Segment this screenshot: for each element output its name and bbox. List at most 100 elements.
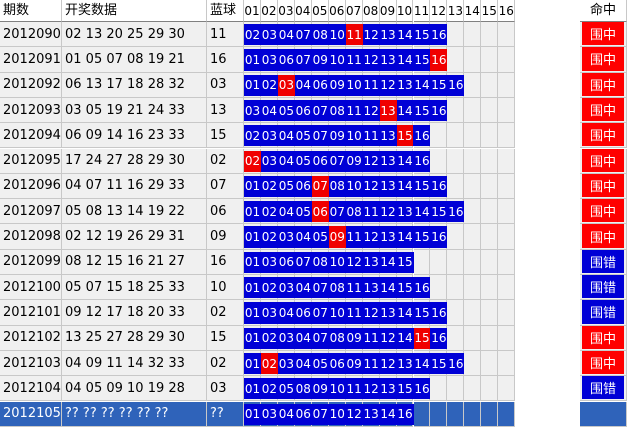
result-cell[interactable]: 围中: [580, 199, 627, 225]
pick-number[interactable]: 14: [397, 331, 413, 346]
pick-number[interactable]: 06: [329, 356, 345, 371]
header-col-16[interactable]: 16: [498, 0, 516, 22]
pick-number[interactable]: 13: [380, 381, 396, 396]
pick-number[interactable]: 15: [414, 52, 430, 67]
pick-number[interactable]: 10: [329, 27, 345, 42]
pick-number[interactable]: 04: [278, 27, 294, 42]
pick-number[interactable]: 01: [244, 52, 261, 67]
pick-number[interactable]: 03: [261, 154, 278, 169]
pick-number[interactable]: 11: [346, 381, 362, 396]
pick-number[interactable]: 13: [363, 407, 379, 422]
pick-number[interactable]: 03: [261, 52, 278, 67]
pick-number[interactable]: 12: [380, 331, 396, 346]
pick-number[interactable]: 12: [363, 381, 379, 396]
pick-number[interactable]: 09: [312, 52, 328, 67]
pick-number[interactable]: 01: [244, 230, 261, 245]
pick-number[interactable]: 14: [397, 103, 413, 118]
period-cell[interactable]: 2012103: [0, 350, 62, 377]
numbers-cell[interactable]: 04 05 09 10 19 28: [62, 376, 207, 402]
numbers-cell[interactable]: 03 05 19 21 24 33: [62, 97, 207, 124]
pick-number[interactable]: 10: [346, 128, 362, 143]
pick-number[interactable]: 04: [295, 331, 311, 346]
pick-number[interactable]: 02: [244, 27, 261, 42]
pick-number[interactable]: 13: [397, 356, 413, 371]
pick-number[interactable]: 16: [414, 280, 430, 295]
pick-number[interactable]: 16: [431, 305, 447, 320]
pick-number[interactable]: 15: [414, 27, 430, 42]
pick-number[interactable]: 11: [363, 78, 379, 93]
pick-number[interactable]: 08: [295, 381, 311, 396]
pick-number[interactable]: 01: [244, 356, 261, 371]
pick-number[interactable]: 15: [414, 230, 430, 245]
blue-cell[interactable]: ??: [207, 401, 244, 427]
pick-number[interactable]: 02: [261, 230, 278, 245]
pick-number[interactable]: 13: [380, 154, 396, 169]
pick-number[interactable]: 03: [278, 356, 294, 371]
pick-number[interactable]: 05: [278, 179, 294, 194]
pick-number[interactable]: 11: [363, 128, 379, 143]
blue-cell[interactable]: 09: [207, 224, 244, 250]
period-cell[interactable]: 2012093: [0, 97, 62, 124]
pick-number[interactable]: 14: [380, 280, 396, 295]
header-col-06[interactable]: 06: [328, 0, 346, 22]
hit-number[interactable]: 07: [311, 175, 329, 198]
header-col-10[interactable]: 10: [396, 0, 414, 22]
pick-number[interactable]: 03: [278, 280, 294, 295]
header-col-01[interactable]: 01: [244, 0, 261, 22]
header-col-08[interactable]: 08: [362, 0, 380, 22]
pick-number[interactable]: 16: [431, 27, 447, 42]
pick-number[interactable]: 04: [278, 128, 294, 143]
header-numbers[interactable]: 开奖数据: [62, 0, 207, 22]
period-cell[interactable]: 2012104: [0, 376, 62, 402]
result-cell[interactable]: 围错: [580, 249, 627, 275]
pick-number[interactable]: 09: [312, 381, 328, 396]
pick-number[interactable]: 03: [261, 255, 278, 270]
pick-number[interactable]: 10: [329, 305, 345, 320]
pick-number[interactable]: 15: [414, 103, 430, 118]
pick-number[interactable]: 14: [397, 305, 413, 320]
pick-number[interactable]: 09: [329, 128, 345, 143]
pick-number[interactable]: 11: [346, 230, 362, 245]
pick-number[interactable]: 10: [346, 179, 362, 194]
pick-number[interactable]: 07: [312, 407, 328, 422]
period-cell[interactable]: 2012094: [0, 123, 62, 149]
pick-number[interactable]: 16: [431, 179, 447, 194]
pick-number[interactable]: 03: [261, 27, 278, 42]
pick-number[interactable]: 11: [346, 103, 362, 118]
pick-number[interactable]: 03: [244, 103, 261, 118]
header-col-15[interactable]: 15: [481, 0, 499, 22]
pick-number[interactable]: 01: [244, 204, 261, 219]
hit-number[interactable]: 09: [328, 226, 346, 248]
result-cell[interactable]: 围中: [580, 97, 627, 124]
numbers-cell[interactable]: 06 09 14 16 23 33: [62, 123, 207, 149]
hit-number[interactable]: 02: [260, 352, 278, 375]
blue-cell[interactable]: 16: [207, 47, 244, 73]
numbers-cell[interactable]: 02 12 19 26 29 31: [62, 224, 207, 250]
pick-number[interactable]: 12: [363, 154, 379, 169]
pick-number[interactable]: 06: [278, 255, 294, 270]
pick-number[interactable]: 09: [346, 331, 362, 346]
result-cell[interactable]: 围中: [580, 325, 627, 351]
result-cell[interactable]: 围中: [580, 148, 627, 174]
pick-number[interactable]: 11: [346, 280, 362, 295]
blue-cell[interactable]: 15: [207, 123, 244, 149]
header-col-13[interactable]: 13: [447, 0, 465, 22]
period-cell[interactable]: 2012105: [0, 401, 62, 427]
numbers-cell[interactable]: ?? ?? ?? ?? ?? ??: [62, 401, 207, 427]
pick-number[interactable]: 11: [363, 204, 379, 219]
result-cell[interactable]: 围错: [580, 275, 627, 301]
pick-number[interactable]: 07: [312, 103, 328, 118]
blue-cell[interactable]: 15: [207, 325, 244, 351]
pick-number[interactable]: 07: [295, 27, 311, 42]
numbers-cell[interactable]: 04 09 11 14 32 33: [62, 350, 207, 377]
header-col-05[interactable]: 05: [311, 0, 329, 22]
blue-cell[interactable]: 02: [207, 148, 244, 174]
pick-number[interactable]: 13: [380, 52, 396, 67]
pick-number[interactable]: 06: [295, 179, 311, 194]
pick-number[interactable]: 08: [329, 280, 345, 295]
pick-number[interactable]: 06: [295, 407, 311, 422]
pick-number[interactable]: 02: [261, 381, 278, 396]
pick-number[interactable]: 11: [363, 331, 379, 346]
blue-cell[interactable]: 07: [207, 173, 244, 200]
pick-number[interactable]: 12: [363, 305, 379, 320]
